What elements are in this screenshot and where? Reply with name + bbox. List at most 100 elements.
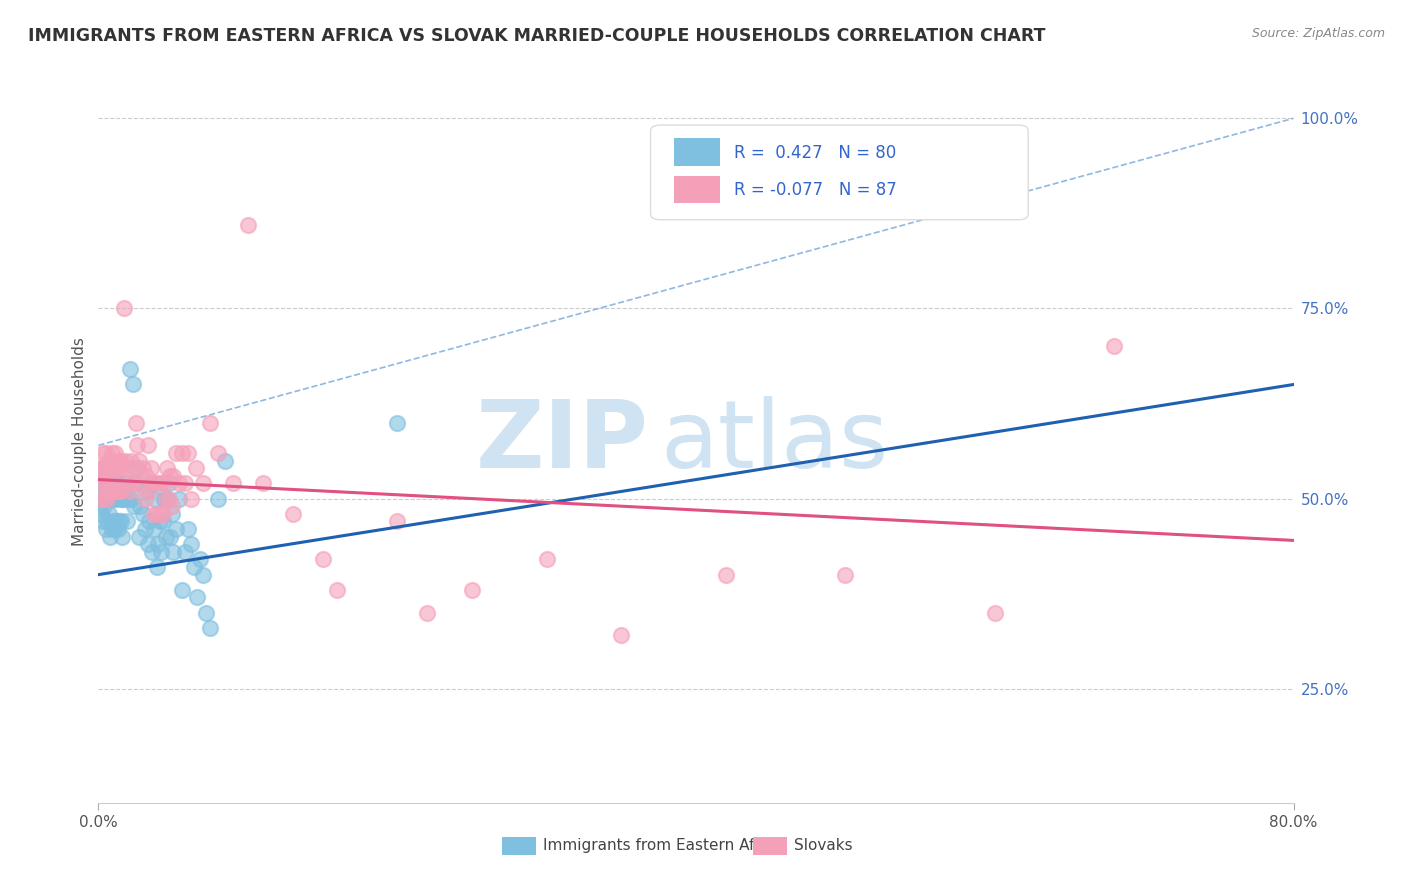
Point xyxy=(162,545,184,559)
Point xyxy=(142,522,165,536)
Point xyxy=(128,453,150,467)
Point xyxy=(108,515,131,529)
Point xyxy=(89,468,111,483)
Point xyxy=(91,461,114,475)
Point xyxy=(101,522,124,536)
Point xyxy=(91,515,114,529)
Point xyxy=(142,507,165,521)
Point xyxy=(105,461,128,475)
Point xyxy=(311,552,333,566)
Point xyxy=(536,552,558,566)
Point xyxy=(180,491,202,506)
Point xyxy=(385,515,409,529)
Point xyxy=(90,461,112,475)
Point xyxy=(93,483,115,498)
Point xyxy=(186,591,208,605)
Point xyxy=(105,515,128,529)
Point xyxy=(207,491,229,506)
Point xyxy=(96,515,118,529)
Point xyxy=(207,446,229,460)
Point xyxy=(98,483,122,498)
Point xyxy=(103,515,125,529)
Point xyxy=(105,483,128,498)
Point xyxy=(91,476,114,491)
Text: Immigrants from Eastern Africa: Immigrants from Eastern Africa xyxy=(543,838,783,853)
Point xyxy=(97,507,120,521)
Point xyxy=(160,499,183,513)
Point xyxy=(136,537,159,551)
Point xyxy=(141,476,163,491)
Point xyxy=(200,621,222,635)
Point xyxy=(91,446,114,460)
Point xyxy=(153,476,176,491)
Point xyxy=(121,476,143,491)
Point xyxy=(101,468,124,483)
Point xyxy=(135,483,157,498)
Point xyxy=(1104,339,1126,353)
Point xyxy=(101,446,124,460)
Point xyxy=(461,582,484,597)
Point xyxy=(104,522,127,536)
Point xyxy=(134,491,156,506)
Point xyxy=(108,476,131,491)
Point xyxy=(125,476,148,491)
Point xyxy=(156,461,179,475)
FancyBboxPatch shape xyxy=(651,125,1028,219)
Point xyxy=(110,515,132,529)
Point xyxy=(96,476,118,491)
Point xyxy=(111,530,134,544)
Point xyxy=(107,522,129,536)
Point xyxy=(152,507,174,521)
Point xyxy=(160,507,183,521)
Point xyxy=(124,461,146,475)
Point xyxy=(191,567,214,582)
Point xyxy=(120,453,142,467)
Point xyxy=(180,537,202,551)
Point xyxy=(107,483,129,498)
Point xyxy=(132,507,155,521)
Point xyxy=(117,461,139,475)
Point xyxy=(155,530,177,544)
Point xyxy=(115,476,138,491)
Point xyxy=(150,476,173,491)
Point xyxy=(114,453,136,467)
Point xyxy=(165,446,187,460)
Point xyxy=(97,491,120,506)
Point xyxy=(110,491,132,506)
Point xyxy=(157,476,180,491)
Point xyxy=(103,461,125,475)
Text: ZIP: ZIP xyxy=(475,395,648,488)
Point xyxy=(97,483,120,498)
Point xyxy=(149,507,172,521)
Point xyxy=(156,491,179,506)
Point xyxy=(143,476,166,491)
Point xyxy=(153,491,176,506)
Point xyxy=(141,545,163,559)
Point xyxy=(105,491,128,506)
Point xyxy=(93,491,115,506)
Point xyxy=(94,476,117,491)
Point xyxy=(104,476,127,491)
Point xyxy=(145,507,167,521)
Point xyxy=(112,301,135,316)
Point xyxy=(139,461,162,475)
FancyBboxPatch shape xyxy=(754,837,787,855)
Point xyxy=(834,567,856,582)
Text: R = -0.077   N = 87: R = -0.077 N = 87 xyxy=(734,181,897,199)
Point xyxy=(174,545,197,559)
Point xyxy=(90,491,112,506)
Point xyxy=(120,491,142,506)
Point xyxy=(177,446,200,460)
Point xyxy=(167,476,190,491)
Point xyxy=(148,476,170,491)
Point xyxy=(89,499,111,513)
Point xyxy=(96,461,118,475)
Point xyxy=(143,491,166,506)
Point xyxy=(129,476,152,491)
Point xyxy=(98,461,122,475)
Text: Slovaks: Slovaks xyxy=(794,838,852,853)
Point xyxy=(150,545,173,559)
Point xyxy=(984,606,1007,620)
Point xyxy=(118,483,141,498)
Point xyxy=(125,416,148,430)
